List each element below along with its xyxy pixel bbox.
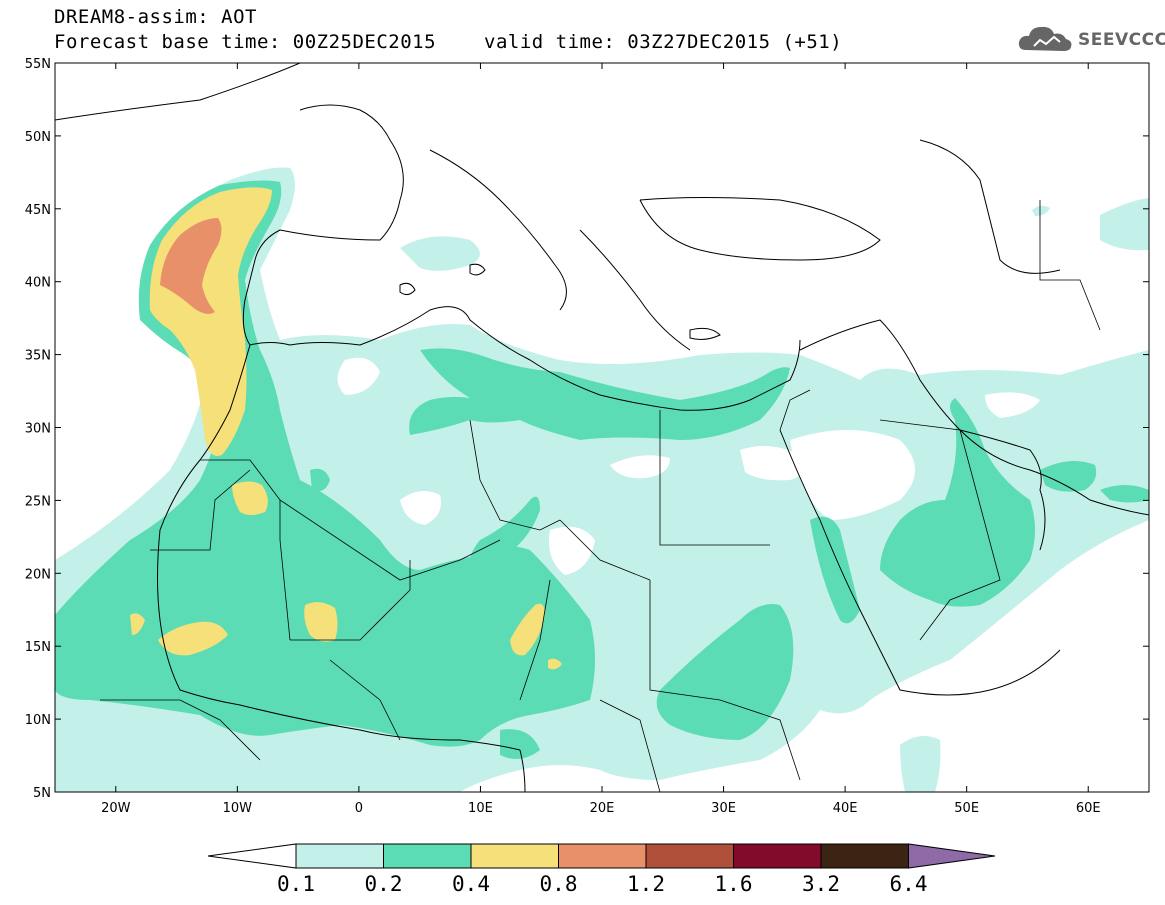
colorbar-bin	[383, 843, 472, 869]
aot-colorbar: 0.1 0.2 0.4 0.8 1.2 1.6 3.2 6.4	[207, 843, 996, 896]
lon-tick-label: 10W	[223, 801, 253, 816]
colorbar-bin	[295, 843, 384, 869]
lat-tick-label: 35N	[25, 349, 51, 364]
country-borders	[100, 200, 1101, 792]
colorbar-label: 0.2	[365, 872, 403, 896]
lon-tick-label: 20W	[101, 801, 131, 816]
latitude-axis: 55N 50N 45N 40N 35N 30N 25N 20N 15N 10N 5N	[25, 57, 1149, 801]
lat-tick-label: 10N	[25, 713, 51, 728]
colorbar-label: 3.2	[802, 872, 840, 896]
lat-tick-label: 40N	[25, 276, 51, 291]
lat-tick-label: 25N	[25, 494, 51, 509]
longitude-axis: 20W 10W 0 10E 20E 30E 40E 50E 60E	[101, 63, 1101, 816]
lon-tick-label: 20E	[590, 801, 615, 816]
lat-tick-label: 45N	[25, 203, 51, 218]
colorbar-bin	[470, 843, 559, 869]
colorbar-bin	[733, 843, 822, 869]
colorbar-under-triangle	[207, 843, 297, 869]
lon-tick-label: 10E	[468, 801, 493, 816]
colorbar-bin	[820, 843, 909, 869]
colorbar-label: 0.8	[540, 872, 578, 896]
lat-tick-label: 55N	[25, 57, 51, 72]
colorbar-label: 1.6	[715, 872, 753, 896]
aot-0.8-1.2-areas	[160, 218, 222, 314]
valid-time: valid time: 03Z27DEC2015 (+51)	[484, 31, 843, 53]
lat-tick-label: 30N	[25, 422, 51, 437]
lat-tick-label: 50N	[25, 130, 51, 145]
colorbar-label: 0.4	[452, 872, 490, 896]
cloud-icon	[1018, 26, 1072, 51]
colorbar-over-triangle	[908, 843, 996, 869]
lat-tick-label: 15N	[25, 640, 51, 655]
colorbar-label: 1.2	[627, 872, 665, 896]
lon-tick-label: 40E	[833, 801, 858, 816]
seevccc-logo: SEEVCCC	[1018, 20, 1165, 60]
forecast-base-time: Forecast base time: 00Z25DEC2015	[54, 31, 437, 53]
colorbar-label: 6.4	[890, 872, 928, 896]
map-title: DREAM8-assim: AOT	[54, 6, 257, 28]
colorbar-label: 0.1	[277, 872, 315, 896]
lat-tick-label: 20N	[25, 567, 51, 582]
colorbar-bin	[558, 843, 647, 869]
lon-tick-label: 0	[355, 801, 363, 816]
lon-tick-label: 60E	[1076, 801, 1101, 816]
lon-tick-label: 30E	[711, 801, 736, 816]
aot-below-0.1-areas	[337, 338, 1040, 575]
colorbar-bin	[645, 843, 734, 869]
lat-tick-label: 5N	[33, 786, 51, 801]
lon-tick-label: 50E	[954, 801, 979, 816]
aot-field	[55, 167, 1149, 792]
logo-text: SEEVCCC	[1078, 30, 1165, 50]
